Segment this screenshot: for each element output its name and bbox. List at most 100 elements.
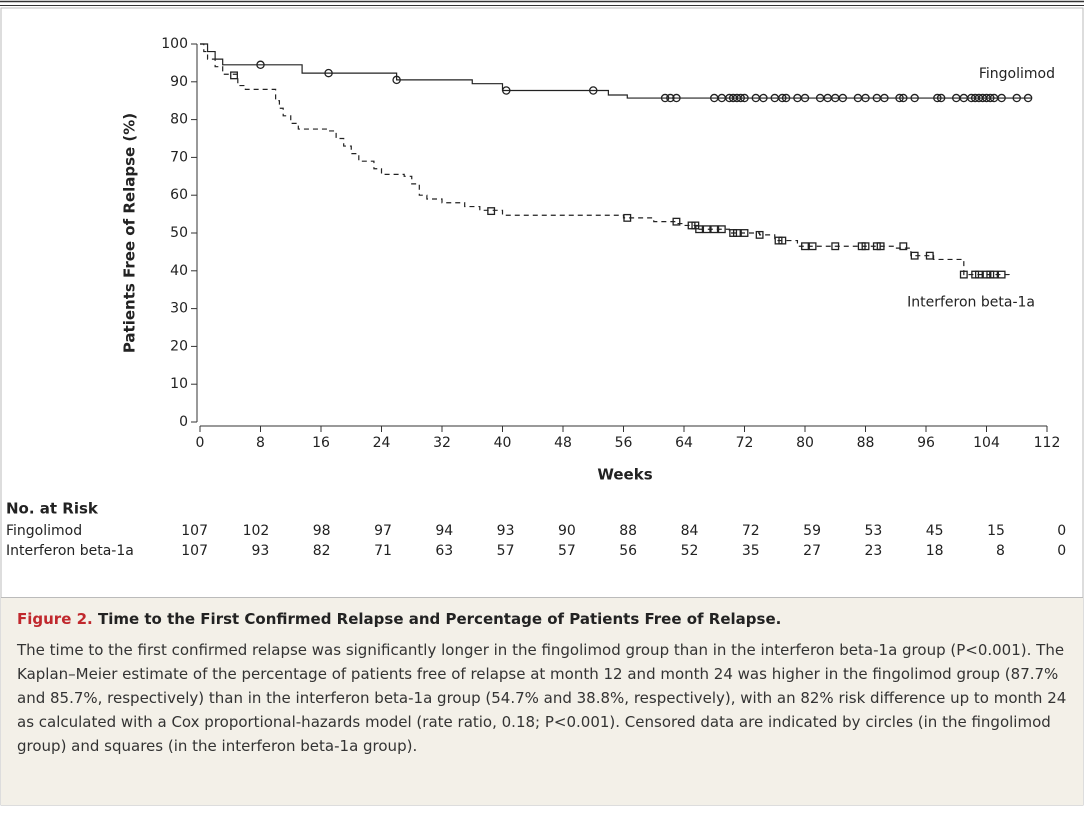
censor-circle xyxy=(740,93,749,103)
risk-row-label: Fingolimod xyxy=(6,523,82,539)
x-tick-label: 88 xyxy=(857,435,875,451)
risk-value: 57 xyxy=(497,543,515,559)
censor-circle xyxy=(800,93,810,103)
risk-value: 88 xyxy=(619,523,637,539)
x-axis-title: Weeks xyxy=(597,466,652,484)
censor-circle xyxy=(502,86,511,95)
censor-square xyxy=(740,229,749,237)
risk-value: 93 xyxy=(497,523,515,539)
risk-value: 45 xyxy=(926,523,944,539)
x-tick-label: 48 xyxy=(554,435,572,451)
y-tick-label: 50 xyxy=(170,225,188,241)
censor-square xyxy=(910,251,919,260)
censor-circle xyxy=(910,93,919,103)
y-tick-label: 0 xyxy=(179,414,188,430)
risk-value: 59 xyxy=(803,523,821,539)
x-tick-label: 32 xyxy=(433,435,451,451)
censor-square xyxy=(831,242,840,251)
x-tick-label: 24 xyxy=(373,435,391,451)
risk-value: 97 xyxy=(374,523,392,539)
censor-circle xyxy=(899,93,908,103)
y-tick-label: 100 xyxy=(161,36,188,52)
censor-square xyxy=(755,230,764,239)
x-tick-label: 16 xyxy=(312,435,330,451)
risk-value: 72 xyxy=(742,523,760,539)
censor-circle xyxy=(778,93,787,103)
censor-square xyxy=(717,225,726,234)
x-tick-label: 96 xyxy=(917,435,935,451)
risk-value: 56 xyxy=(619,543,637,559)
risk-value: 63 xyxy=(435,543,453,559)
censor-circle xyxy=(986,93,995,103)
censor-circle xyxy=(997,93,1006,103)
censor-circle xyxy=(392,75,401,85)
y-axis-title: Patients Free of Relapse (%) xyxy=(121,113,139,353)
censor-circle xyxy=(672,93,681,103)
risk-value: 102 xyxy=(243,523,270,539)
censor-square xyxy=(861,242,870,251)
censor-square xyxy=(732,229,741,237)
risk-value: 93 xyxy=(251,543,269,559)
caption: Figure 2. Time to the First Confirmed Re… xyxy=(1,597,1083,805)
censor-square xyxy=(672,217,681,226)
censor-circle xyxy=(660,93,670,103)
risk-value: 27 xyxy=(803,543,821,559)
y-tick-label: 60 xyxy=(170,187,188,203)
risk-value: 18 xyxy=(926,543,944,559)
censor-circle xyxy=(324,68,333,78)
y-tick-label: 20 xyxy=(170,338,188,354)
censor-circle xyxy=(666,93,675,103)
risk-table-title: No. at Risk xyxy=(6,500,99,518)
censor-square xyxy=(801,242,809,251)
censor-square xyxy=(990,270,999,279)
censor-square xyxy=(623,213,632,222)
x-tick-label: 112 xyxy=(1034,435,1061,451)
figure-label: Figure 2. xyxy=(17,610,93,628)
censor-circle xyxy=(933,93,942,103)
x-tick-label: 64 xyxy=(675,435,693,451)
risk-value: 107 xyxy=(181,543,208,559)
y-tick-label: 40 xyxy=(170,263,188,279)
censor-square xyxy=(710,225,719,234)
risk-value: 52 xyxy=(681,543,699,559)
figure-title: Time to the First Confirmed Relapse and … xyxy=(97,610,782,628)
censor-circle xyxy=(589,86,598,95)
risk-value: 94 xyxy=(435,523,453,539)
risk-value: 15 xyxy=(987,523,1005,539)
x-tick-label: 0 xyxy=(196,435,205,451)
censor-circle xyxy=(880,93,889,103)
survival-curve xyxy=(200,43,1032,99)
survival-curve xyxy=(200,43,1010,276)
x-tick-label: 8 xyxy=(256,435,265,451)
risk-value: 82 xyxy=(313,543,331,559)
censor-square xyxy=(974,270,983,279)
risk-value: 0 xyxy=(1057,543,1066,559)
risk-value: 90 xyxy=(558,523,576,539)
censor-square xyxy=(778,236,787,245)
risk-value: 84 xyxy=(681,523,699,539)
censor-circle xyxy=(936,93,946,103)
risk-value: 23 xyxy=(864,543,882,559)
series-label: Fingolimod xyxy=(979,66,1055,82)
x-tick-label: 72 xyxy=(736,435,754,451)
risk-value: 107 xyxy=(181,523,208,539)
censor-circle xyxy=(838,93,848,103)
series-label: Interferon beta-1a xyxy=(907,294,1035,310)
censor-square xyxy=(899,242,908,251)
censor-square xyxy=(702,225,711,234)
x-tick-label: 80 xyxy=(796,435,814,451)
censor-square xyxy=(230,71,238,80)
censor-circle xyxy=(861,93,870,103)
risk-value: 35 xyxy=(742,543,760,559)
y-tick-label: 90 xyxy=(170,74,188,90)
x-tick-label: 56 xyxy=(615,435,633,451)
y-tick-label: 10 xyxy=(170,376,188,392)
risk-value: 98 xyxy=(313,523,331,539)
censor-square xyxy=(997,270,1006,279)
censor-circle xyxy=(256,60,265,70)
censor-square xyxy=(808,242,817,251)
risk-value: 8 xyxy=(996,543,1005,559)
